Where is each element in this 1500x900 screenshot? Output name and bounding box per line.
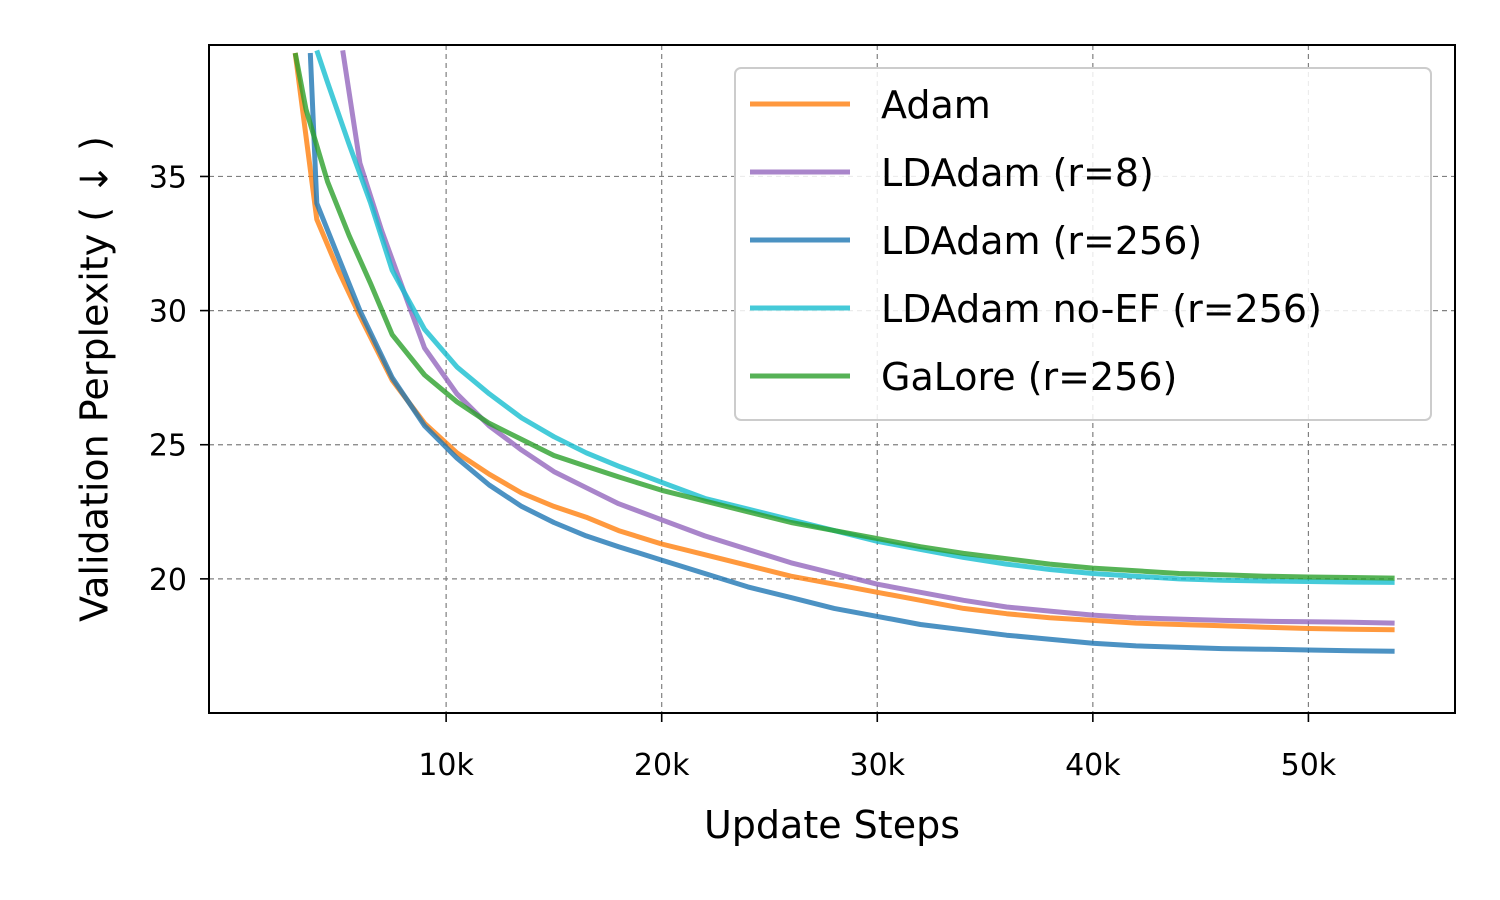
series-line-2: [307, 52, 1395, 654]
legend-label: LDAdam (r=256): [881, 219, 1202, 263]
y-tick-label: 35: [149, 160, 187, 195]
x-axis-label: Update Steps: [704, 803, 960, 847]
x-tick-label: 30k: [849, 748, 905, 783]
x-tick-label: 10k: [418, 748, 474, 783]
legend-label: LDAdam (r=8): [881, 151, 1154, 195]
series-line-3: [314, 49, 1395, 585]
series-line-1: [340, 50, 1395, 626]
plot-frame: [208, 44, 1456, 714]
axis-ticks: 10k 20k 30k 40k 50k 20 25 30 35: [149, 160, 1337, 783]
y-tick-label: 25: [149, 429, 187, 464]
x-tick-label: 40k: [1065, 748, 1121, 783]
legend: Adam LDAdam (r=8) LDAdam (r=256) LDAdam no-…: [734, 67, 1432, 421]
legend-label: Adam: [881, 83, 991, 127]
series-line-4: [292, 52, 1395, 581]
y-axis-label: Validation Perplexity ( ↓ ): [73, 136, 117, 622]
series-lines: [292, 49, 1395, 654]
legend-box: [734, 67, 1432, 421]
y-tick-label: 20: [149, 563, 187, 598]
x-tick-label: 20k: [634, 748, 690, 783]
legend-label: LDAdam no-EF (r=256): [881, 287, 1322, 331]
y-tick-label: 30: [149, 295, 187, 330]
legend-label: GaLore (r=256): [881, 355, 1177, 399]
x-tick-label: 50k: [1281, 748, 1337, 783]
